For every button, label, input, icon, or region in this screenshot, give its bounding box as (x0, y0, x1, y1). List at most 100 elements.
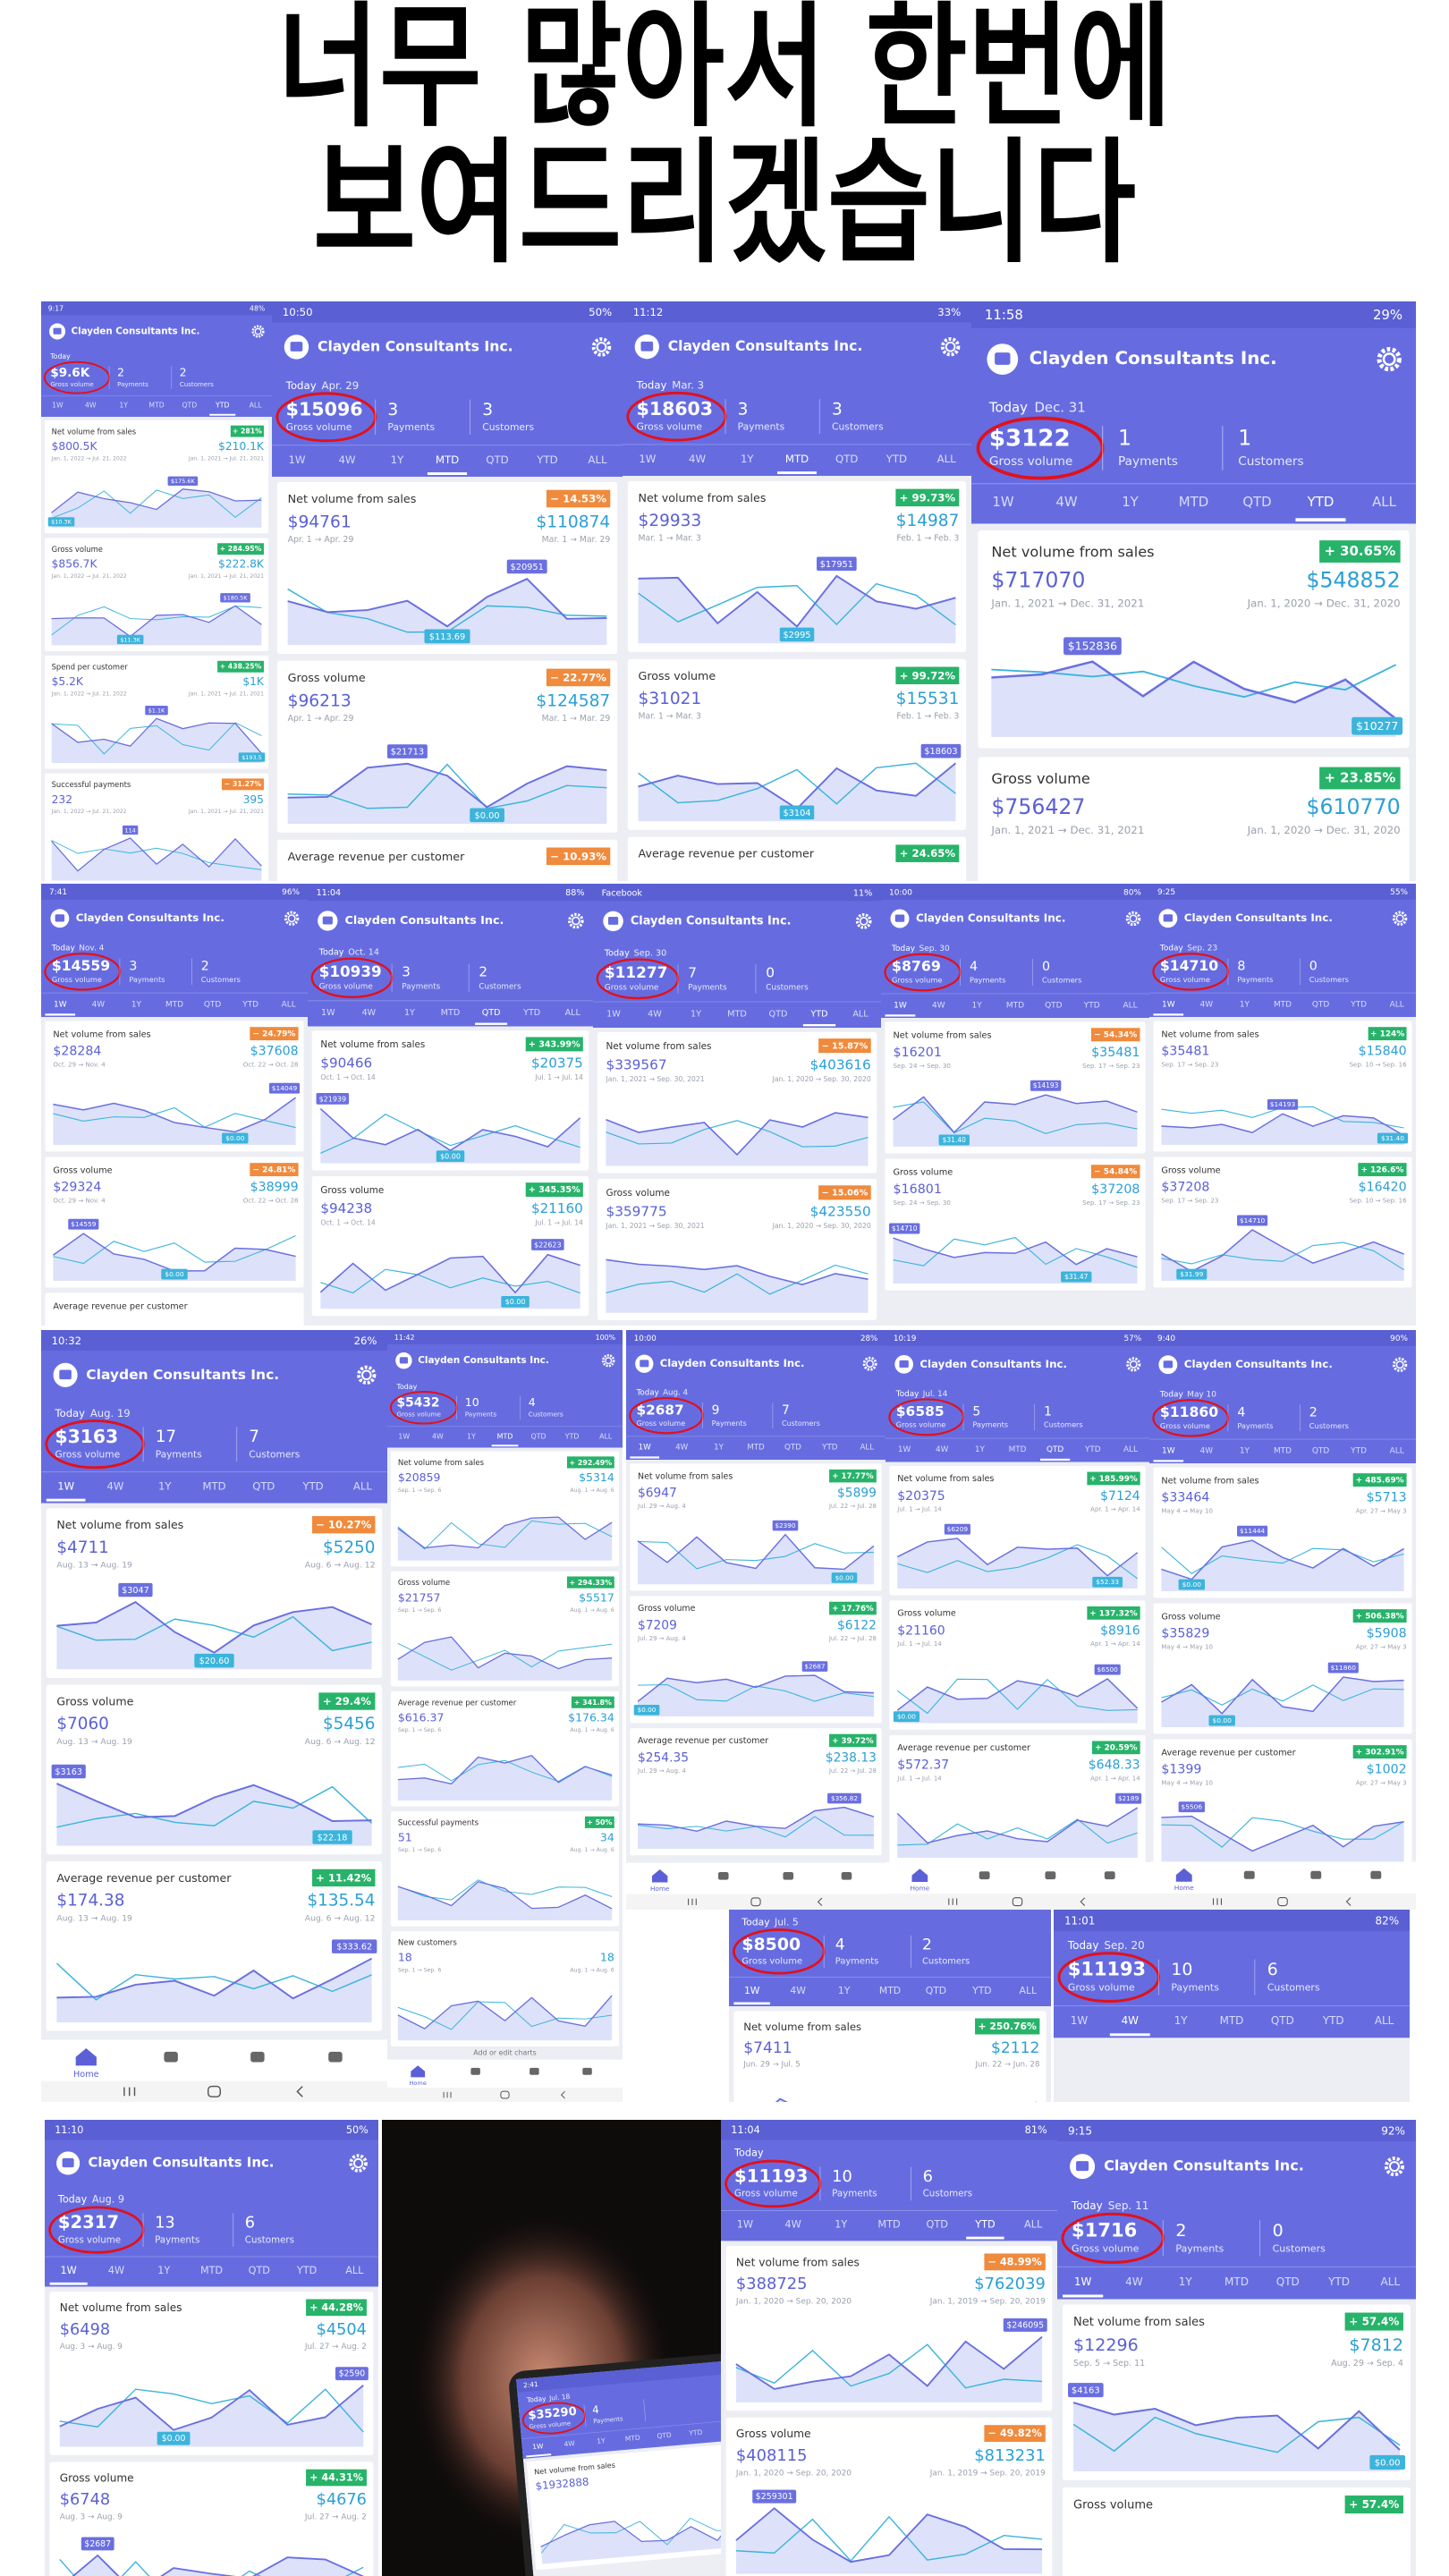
range-tab[interactable]: ALL (852, 1010, 869, 1020)
settings-gear[interactable] (284, 911, 300, 926)
range-tab[interactable]: QTD (252, 1480, 275, 1493)
range-tab[interactable]: 1Y (1240, 1000, 1250, 1009)
nav-icon[interactable] (841, 1871, 852, 1880)
range-tab[interactable]: QTD (204, 1000, 221, 1009)
range-tab[interactable]: MTD (148, 402, 164, 410)
range-tab[interactable]: YTD (1327, 2275, 1350, 2288)
range-tab[interactable]: QTD (482, 1008, 501, 1018)
range-tab[interactable]: YTD (1307, 494, 1335, 510)
nav-icon[interactable] (717, 1871, 729, 1880)
range-tab[interactable]: QTD (1046, 1445, 1063, 1454)
nav-home-icon[interactable] (652, 1869, 668, 1883)
range-tab[interactable]: 4W (648, 1010, 662, 1020)
nav-icon[interactable] (582, 2067, 592, 2075)
nav-icon[interactable] (979, 1871, 990, 1880)
range-tab[interactable]: 1W (992, 494, 1013, 510)
range-tab[interactable]: MTD (727, 1010, 747, 1020)
range-tab[interactable]: MTD (1006, 1001, 1024, 1010)
range-tab[interactable]: 1W (1162, 1446, 1175, 1455)
settings-gear[interactable] (1125, 911, 1141, 927)
settings-gear[interactable] (1377, 346, 1402, 372)
nav-icon[interactable] (783, 1871, 794, 1880)
range-tab[interactable]: YTD (242, 1000, 258, 1009)
range-tab[interactable]: 1Y (131, 1000, 142, 1009)
range-tab[interactable]: YTD (1322, 2014, 1344, 2027)
settings-gear[interactable] (862, 1356, 877, 1371)
range-tab[interactable]: ALL (1123, 1445, 1138, 1454)
nav-home-icon[interactable] (911, 1868, 928, 1883)
range-tab[interactable]: MTD (1009, 1445, 1027, 1454)
range-tab[interactable]: 4W (338, 453, 355, 466)
settings-gear[interactable] (940, 336, 961, 357)
nav-icon[interactable] (328, 2051, 343, 2063)
range-tab[interactable]: 1W (288, 453, 305, 466)
range-tab[interactable]: YTD (536, 453, 557, 466)
range-tab[interactable]: YTD (971, 1985, 992, 1996)
range-tab[interactable]: MTD (441, 1008, 460, 1018)
range-tab[interactable]: 4W (675, 1444, 689, 1453)
range-tab[interactable]: QTD (486, 453, 508, 466)
range-tab[interactable]: 4W (784, 2219, 801, 2231)
range-tab[interactable]: MTD (1274, 1000, 1292, 1009)
nav-icon[interactable] (470, 2067, 480, 2075)
range-tab[interactable]: 1W (52, 402, 64, 410)
range-tab[interactable]: 1Y (835, 2219, 847, 2231)
settings-gear[interactable] (251, 325, 265, 338)
range-tab[interactable]: 1W (639, 453, 656, 465)
range-tab[interactable]: YTD (1084, 1445, 1101, 1454)
range-tab[interactable]: 4W (106, 1480, 123, 1493)
range-tab[interactable]: ALL (1020, 1985, 1037, 1996)
range-tab[interactable]: 4W (1055, 494, 1077, 510)
range-tab[interactable]: MTD (200, 2265, 223, 2276)
range-tab[interactable]: MTD (1224, 2275, 1249, 2288)
range-tab[interactable]: 1W (894, 1001, 907, 1010)
range-tab[interactable]: 4W (1122, 2014, 1140, 2027)
range-tab[interactable]: 1Y (157, 2265, 170, 2276)
range-tab[interactable]: 1Y (838, 1985, 851, 1996)
range-tab[interactable]: ALL (565, 1008, 581, 1018)
range-tab[interactable]: 1W (57, 1480, 74, 1493)
range-tab[interactable]: ALL (282, 1000, 296, 1009)
range-tab[interactable]: 1Y (404, 1008, 415, 1018)
range-tab[interactable]: YTD (564, 1433, 580, 1441)
range-tab[interactable]: QTD (1312, 1446, 1329, 1455)
range-tab[interactable]: MTD (436, 453, 459, 466)
range-tab[interactable]: 4W (108, 2265, 124, 2276)
nav-icon[interactable] (1104, 1871, 1115, 1880)
range-tab[interactable]: ALL (937, 453, 957, 465)
range-tab[interactable]: YTD (522, 1008, 540, 1018)
range-tab[interactable]: 4W (564, 2439, 575, 2448)
nav-icon[interactable] (250, 2051, 265, 2063)
range-tab[interactable]: 1Y (597, 2436, 606, 2445)
range-tab[interactable]: MTD (1179, 494, 1208, 510)
range-tab[interactable]: 4W (790, 1985, 806, 1996)
settings-gear[interactable] (1392, 1357, 1408, 1372)
range-tab[interactable]: 4W (1125, 2275, 1143, 2288)
range-tab[interactable]: 4W (1200, 1446, 1214, 1455)
range-tab[interactable]: YTD (1083, 1001, 1100, 1010)
range-tab[interactable]: 1W (898, 1445, 911, 1454)
settings-gear[interactable] (357, 1365, 377, 1385)
range-tab[interactable]: YTD (809, 1010, 827, 1020)
settings-gear[interactable] (1392, 911, 1408, 926)
range-tab[interactable]: 1Y (1179, 2275, 1193, 2288)
range-tab[interactable]: 4W (932, 1001, 945, 1010)
add-charts[interactable]: Add or edit charts (473, 2048, 537, 2056)
range-tab[interactable]: QTD (769, 1010, 788, 1020)
range-tab[interactable]: 1W (1074, 2275, 1092, 2288)
range-tab[interactable]: ALL (1372, 494, 1397, 510)
range-tab[interactable]: MTD (879, 1985, 901, 1996)
range-tab[interactable]: YTD (296, 2265, 317, 2276)
range-tab[interactable]: 1Y (691, 1010, 701, 1020)
range-tab[interactable]: 4W (362, 1008, 377, 1018)
range-tab[interactable]: ALL (1024, 2219, 1043, 2231)
nav-icon[interactable] (1310, 1870, 1322, 1879)
range-tab[interactable]: QTD (784, 1444, 801, 1453)
range-tab[interactable]: ALL (345, 2265, 364, 2276)
nav-icon[interactable] (164, 2051, 178, 2063)
range-tab[interactable]: ALL (1123, 1001, 1137, 1010)
range-tab[interactable]: YTD (886, 453, 907, 465)
range-tab[interactable]: YTD (215, 402, 229, 410)
range-tab[interactable]: 1W (639, 1444, 652, 1453)
range-tab[interactable]: MTD (1274, 1446, 1292, 1455)
